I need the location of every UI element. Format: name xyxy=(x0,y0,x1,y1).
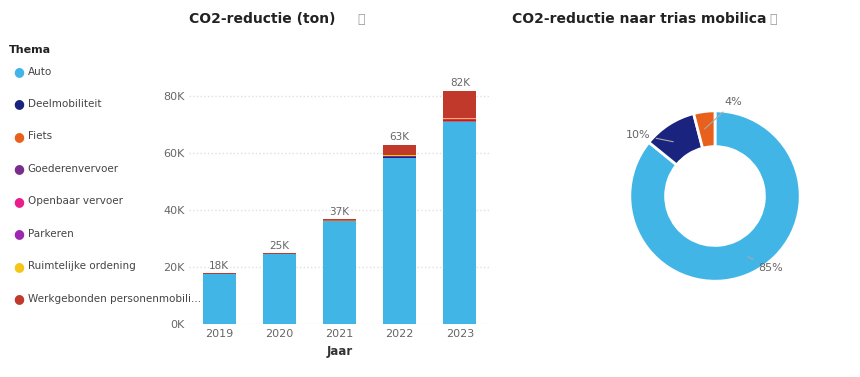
Bar xyxy=(443,121,476,122)
Text: ⓘ: ⓘ xyxy=(770,14,777,26)
Text: Thema: Thema xyxy=(9,45,51,55)
Text: Ruimtelijke ordening: Ruimtelijke ordening xyxy=(28,261,135,271)
Text: ●: ● xyxy=(13,65,24,78)
Bar xyxy=(443,119,476,120)
Text: Auto: Auto xyxy=(28,67,52,77)
Text: Goederenvervoer: Goederenvervoer xyxy=(28,164,119,174)
Text: Deelmobiliteit: Deelmobiliteit xyxy=(28,99,101,109)
Text: 85%: 85% xyxy=(747,256,783,273)
Text: 37K: 37K xyxy=(329,207,349,216)
Wedge shape xyxy=(630,111,800,281)
Bar xyxy=(384,158,416,324)
Text: 25K: 25K xyxy=(269,241,290,251)
Text: ●: ● xyxy=(13,292,24,305)
Text: CO2-reductie naar trias mobilica: CO2-reductie naar trias mobilica xyxy=(512,12,766,26)
Bar xyxy=(203,273,236,274)
Text: Openbaar vervoer: Openbaar vervoer xyxy=(28,196,122,206)
Text: 63K: 63K xyxy=(390,132,409,143)
Wedge shape xyxy=(694,111,715,148)
Text: ●: ● xyxy=(13,195,24,208)
Text: Parkeren: Parkeren xyxy=(28,229,73,239)
Bar xyxy=(203,274,236,324)
Text: ●: ● xyxy=(13,98,24,110)
Text: ●: ● xyxy=(13,130,24,143)
Bar xyxy=(443,90,476,118)
Text: Fiets: Fiets xyxy=(28,132,52,141)
Bar xyxy=(384,155,416,156)
Text: CO2-reductie (ton): CO2-reductie (ton) xyxy=(189,12,335,26)
Wedge shape xyxy=(649,113,703,165)
Bar xyxy=(443,122,476,324)
Bar xyxy=(323,221,356,324)
Bar xyxy=(384,145,416,155)
Text: ●: ● xyxy=(13,260,24,273)
Text: ⓘ: ⓘ xyxy=(357,14,365,26)
Text: 82K: 82K xyxy=(450,78,470,88)
Bar xyxy=(443,120,476,121)
Text: 18K: 18K xyxy=(209,261,230,271)
Text: 10%: 10% xyxy=(626,130,673,142)
Text: 4%: 4% xyxy=(704,97,743,129)
Text: ●: ● xyxy=(13,227,24,240)
Bar xyxy=(384,156,416,157)
X-axis label: Jaar: Jaar xyxy=(327,345,353,358)
Bar xyxy=(263,253,296,254)
Bar xyxy=(263,254,296,324)
Text: ●: ● xyxy=(13,162,24,175)
Bar xyxy=(443,118,476,119)
Text: Werkgebonden personenmobili...: Werkgebonden personenmobili... xyxy=(28,294,200,303)
